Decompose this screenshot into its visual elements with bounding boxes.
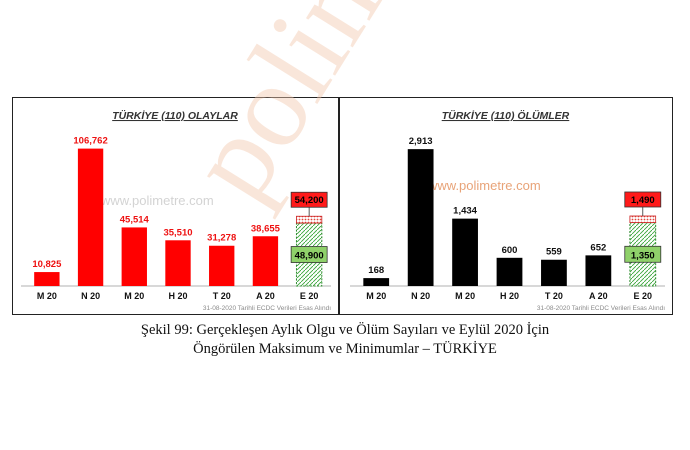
forecast-min-label: 48,900: [295, 251, 324, 262]
bar: [252, 236, 279, 286]
bar: [209, 245, 235, 286]
forecast-max-band: [629, 215, 657, 223]
data-label: 2,913: [409, 136, 433, 147]
x-tick-label: M 20: [37, 291, 57, 301]
website-label: www.polimetre.com: [100, 193, 214, 208]
forecast-max-label: 1,490: [631, 195, 655, 206]
forecast-min-label-box: [290, 246, 328, 263]
chart-title: TÜRKİYE (110) OLAYLAR: [112, 109, 238, 122]
bar: [165, 240, 191, 286]
x-tick-label: M 20: [124, 291, 144, 301]
source-note: 31-08-2020 Tarihli ECDC Verileri Esas Al…: [203, 305, 331, 312]
figure: TÜRKİYE (110) OLAYLAR www.polimetre.com 10…: [12, 97, 673, 317]
figure-caption-line-2: Öngörülen Maksimum ve Minimumlar – TÜRKİ…: [193, 341, 497, 357]
x-tick-label: T 20: [213, 291, 231, 301]
forecast-max-label: 54,200: [295, 195, 324, 206]
x-tick-label: H 20: [168, 291, 187, 301]
cases-chart: TÜRKİYE (110) OLAYLAR www.polimetre.com 10…: [21, 109, 331, 312]
data-label: 1,434: [453, 206, 477, 217]
chart-title: TÜRKİYE (110) ÖLÜMLER: [442, 109, 570, 122]
x-tick-label: M 20: [366, 291, 386, 301]
bar: [496, 257, 523, 286]
data-label: 559: [546, 247, 562, 258]
x-tick-label: E 20: [634, 291, 653, 301]
forecast-min-label-box: [624, 245, 662, 263]
source-note: 31-08-2020 Tarihli ECDC Verileri Esas Al…: [537, 305, 665, 312]
data-label: 600: [502, 245, 518, 256]
data-label: 31,278: [207, 233, 236, 244]
x-tick-label: H 20: [500, 291, 519, 301]
x-tick-label: M 20: [455, 291, 475, 301]
x-tick-label: T 20: [545, 291, 563, 301]
deaths-chart: TÜRKİYE (110) ÖLÜMLER www.polimetre.com 16…: [350, 109, 665, 312]
x-tick-label: A 20: [256, 291, 275, 301]
bar: [121, 227, 147, 286]
bar: [34, 272, 60, 286]
data-label: 38,655: [251, 223, 281, 234]
deaths-chart-panel: TÜRKİYE (110) ÖLÜMLER www.polimetre.com 16…: [339, 97, 673, 315]
data-label: 35,510: [163, 227, 192, 238]
x-tick-label: N 20: [81, 291, 100, 301]
data-label: 168: [368, 265, 384, 276]
forecast-min-label: 1,350: [631, 250, 655, 261]
bar: [363, 278, 390, 286]
data-label: 45,514: [120, 214, 150, 225]
x-tick-label: A 20: [589, 291, 608, 301]
x-tick-label: N 20: [411, 291, 430, 301]
forecast-max-label-box: [290, 191, 328, 208]
figure-caption-line-1: Şekil 99: Gerçekleşen Aylık Olgu ve Ölüm…: [140, 322, 550, 338]
x-tick-label: E 20: [300, 291, 319, 301]
bar: [77, 148, 104, 286]
data-label: 106,762: [73, 136, 107, 147]
data-label: 652: [590, 242, 606, 253]
bar: [407, 149, 434, 286]
bar: [585, 255, 612, 286]
bar: [452, 218, 478, 286]
forecast-max-band: [296, 215, 323, 224]
website-label: www.polimetre.com: [427, 178, 541, 193]
cases-chart-panel: TÜRKİYE (110) OLAYLAR www.polimetre.com 10…: [12, 97, 339, 315]
bar: [541, 259, 567, 286]
data-label: 10,825: [32, 259, 62, 270]
